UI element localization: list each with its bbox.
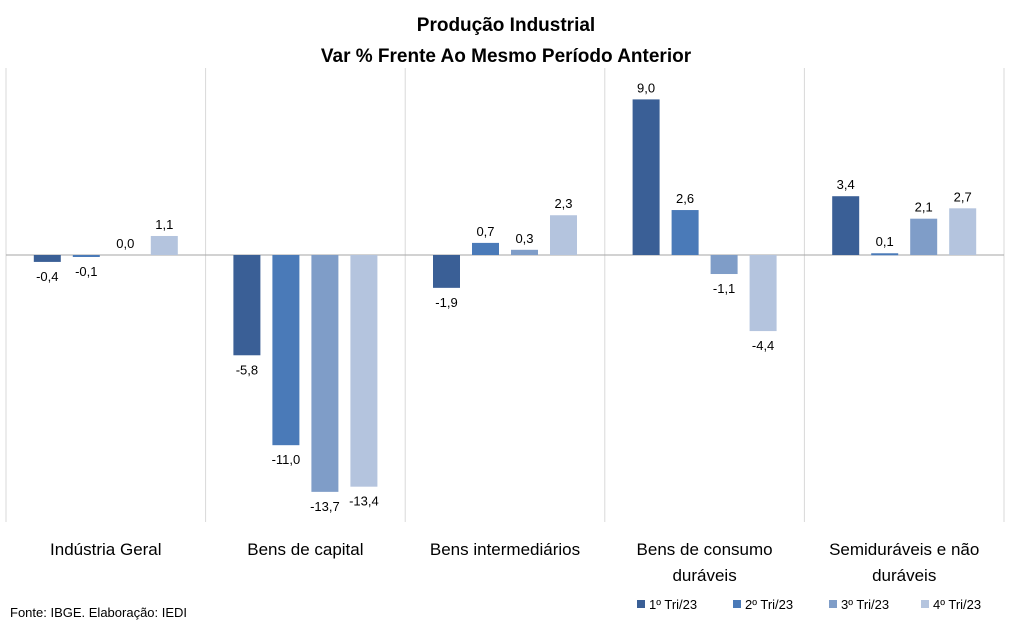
legend-label: 1º Tri/23 xyxy=(649,597,697,612)
data-label: 1,1 xyxy=(155,217,173,232)
category-label: Bens de consumo xyxy=(637,540,773,559)
bar xyxy=(910,218,938,255)
category-labels: Indústria Geral Bens de capital Bens inter… xyxy=(50,540,979,585)
category-label: Semiduráveis e não xyxy=(829,540,979,559)
bar xyxy=(72,255,100,257)
legend: 1º Tri/23 2º Tri/23 3º Tri/23 4º Tri/23 xyxy=(637,597,981,612)
legend-swatch xyxy=(733,600,741,608)
bar xyxy=(511,249,538,255)
legend-label: 4º Tri/23 xyxy=(933,597,981,612)
bar xyxy=(749,255,777,332)
data-label: -0,4 xyxy=(36,269,58,284)
data-label: 0,0 xyxy=(116,236,134,251)
category-dividers xyxy=(5,68,1005,522)
data-label: 2,6 xyxy=(676,191,694,206)
bar xyxy=(233,255,261,356)
chart-subtitle: Var % Frente Ao Mesmo Período Anterior xyxy=(321,46,692,67)
data-label: 3,4 xyxy=(837,177,855,192)
bar xyxy=(632,99,660,256)
bar xyxy=(472,242,499,255)
bar xyxy=(272,255,300,446)
bar xyxy=(350,255,378,487)
data-label: 0,3 xyxy=(515,231,533,246)
legend-label: 3º Tri/23 xyxy=(841,597,889,612)
category-label: duráveis xyxy=(872,566,936,585)
category-label: duráveis xyxy=(672,566,736,585)
bar xyxy=(949,208,977,255)
data-label: -5,8 xyxy=(236,362,258,377)
bar xyxy=(550,215,577,255)
legend-swatch xyxy=(829,600,837,608)
bar xyxy=(671,210,699,255)
data-label: 2,3 xyxy=(554,196,572,211)
data-label: -4,4 xyxy=(752,338,774,353)
data-label: -13,7 xyxy=(310,499,340,514)
bar xyxy=(311,255,339,492)
bar xyxy=(871,253,899,256)
bar xyxy=(710,255,738,275)
data-label: -1,9 xyxy=(435,295,457,310)
bars xyxy=(33,99,977,492)
data-label: 2,1 xyxy=(915,200,933,215)
data-label: 9,0 xyxy=(637,80,655,95)
category-label: Bens intermediários xyxy=(430,540,580,559)
data-label: 2,7 xyxy=(954,189,972,204)
category-label: Bens de capital xyxy=(247,540,363,559)
legend-label: 2º Tri/23 xyxy=(745,597,793,612)
bar xyxy=(150,235,178,255)
data-label: 0,1 xyxy=(876,234,894,249)
bar xyxy=(832,196,860,255)
category-label: Indústria Geral xyxy=(50,540,162,559)
chart-title: Produção Industrial xyxy=(417,15,595,36)
legend-swatch xyxy=(637,600,645,608)
data-label: -1,1 xyxy=(713,281,735,296)
bar xyxy=(33,255,61,262)
bar xyxy=(433,255,460,288)
data-label: 0,7 xyxy=(476,224,494,239)
data-labels: -0,4 -0,1 0,0 1,1 -5,8 -11,0 -13,7 -13,4 -1,9 0,7… xyxy=(36,80,972,513)
source-note: Fonte: IBGE. Elaboração: IEDI xyxy=(10,605,187,620)
data-label: -0,1 xyxy=(75,264,97,279)
legend-swatch xyxy=(921,600,929,608)
data-label: -13,4 xyxy=(349,494,379,509)
data-label: -11,0 xyxy=(272,452,301,467)
